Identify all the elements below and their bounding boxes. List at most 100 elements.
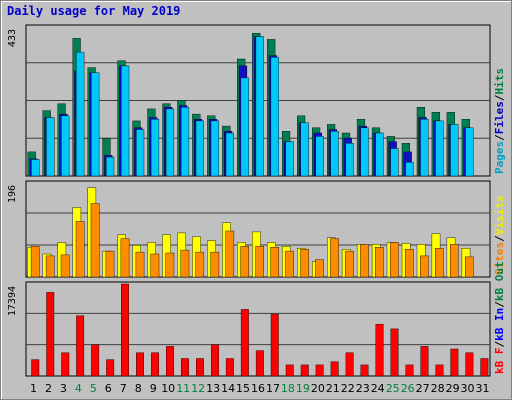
x-axis-day-label: 25: [386, 382, 400, 395]
bar-pages: [435, 120, 444, 177]
bar-sites: [330, 238, 339, 278]
bar-pages: [135, 129, 145, 177]
bar-kb-f: [390, 328, 399, 377]
bar-kb-f: [180, 358, 189, 377]
bar-sites: [60, 254, 70, 278]
x-axis-day-label: 8: [135, 382, 142, 395]
bar-pages: [465, 127, 474, 177]
legend-kbytes: kB F/kB In/kB Out: [493, 261, 506, 374]
bar-pages: [91, 72, 100, 177]
bar-pages: [225, 132, 235, 177]
x-axis-day-label: 17: [266, 382, 280, 395]
bar-pages: [375, 132, 384, 177]
bar-sites: [120, 238, 130, 278]
y-axis-max-label: 196: [7, 185, 18, 203]
bar-pages: [285, 141, 294, 177]
bar-pages: [390, 148, 399, 177]
y-axis-max-label: 433: [7, 29, 18, 47]
x-axis-day-label: 5: [90, 382, 97, 395]
x-axis-day-label: 7: [120, 382, 127, 395]
bar-pages: [46, 117, 55, 177]
bar-sites: [405, 248, 414, 278]
x-axis-day-label: 26: [401, 382, 415, 395]
bar-kb-f: [210, 344, 219, 377]
bar-pages: [105, 156, 115, 177]
bar-sites: [195, 251, 205, 278]
x-axis-day-label: 1: [30, 382, 37, 395]
x-axis-day-label: 28: [431, 382, 445, 395]
x-axis-day-label: 29: [446, 382, 460, 395]
bar-kb-f: [91, 344, 100, 377]
bar-kb-f: [405, 364, 414, 377]
bar-kb-f: [345, 352, 354, 377]
bar-sites: [435, 247, 444, 278]
bar-sites: [390, 242, 399, 278]
x-axis-day-label: 11: [176, 382, 190, 395]
bar-kb-f: [106, 359, 115, 377]
bar-pages: [180, 106, 190, 177]
bar-pages: [31, 159, 40, 177]
bar-kb-f: [46, 292, 55, 377]
bar-kb-f: [121, 283, 130, 377]
x-axis-day-label: 12: [191, 382, 205, 395]
bar-pages: [195, 120, 205, 177]
legend-visits-sites: Sites/Visits: [493, 196, 506, 276]
legend-item: Hits: [493, 68, 506, 95]
bar-kb-f: [360, 364, 369, 377]
bar-kb-f: [195, 358, 204, 377]
bar-sites: [315, 259, 324, 278]
bar-sites: [360, 244, 369, 278]
bar-pages: [61, 115, 70, 177]
x-axis-day-label: 14: [221, 382, 235, 395]
legend-item: Visits: [493, 196, 506, 236]
bar-pages: [405, 161, 414, 177]
bar-sites: [210, 251, 220, 278]
bar-pages: [450, 124, 459, 177]
bar-sites: [150, 253, 160, 278]
bar-pages: [345, 143, 354, 177]
bar-pages: [300, 122, 309, 177]
bar-kb-f: [480, 358, 489, 377]
legend-item: kB F: [493, 348, 506, 375]
bar-pages: [315, 136, 324, 177]
bar-kb-f: [465, 352, 474, 377]
bar-kb-f: [225, 358, 234, 377]
bar-pages: [240, 77, 249, 177]
bar-kb-f: [435, 364, 444, 377]
bar-sites: [180, 249, 190, 278]
bar-kb-f: [420, 346, 429, 377]
bar-sites: [165, 252, 175, 278]
bar-kb-f: [270, 313, 279, 377]
bar-pages: [76, 51, 85, 177]
x-axis-day-label: 4: [75, 382, 82, 395]
x-axis-day-label: 21: [326, 382, 340, 395]
legend-hits-files-pages: Pages/Files/Hits: [493, 68, 506, 174]
x-axis-day-label: 10: [161, 382, 175, 395]
bar-kb-f: [450, 348, 459, 377]
bar-sites: [105, 250, 115, 278]
bar-sites: [90, 203, 100, 278]
graph-title: Daily usage for May 2019: [7, 4, 181, 18]
bar-kb-f: [165, 346, 174, 377]
legend-item: Files: [493, 101, 506, 134]
bar-kb-f: [31, 359, 40, 377]
x-axis-day-label: 3: [60, 382, 67, 395]
x-axis-day-label: 2: [45, 382, 52, 395]
bar-kb-f: [285, 364, 294, 377]
x-axis-day-label: 22: [341, 382, 355, 395]
x-axis-day-label: 30: [461, 382, 475, 395]
bar-kb-f: [61, 352, 70, 377]
bar-pages: [255, 36, 264, 177]
bar-pages: [420, 118, 429, 177]
bar-kb-f: [315, 364, 324, 377]
bar-kb-f: [76, 315, 85, 377]
x-axis-day-label: 18: [281, 382, 295, 395]
legend-item: kB In: [493, 308, 506, 341]
x-axis-day-label: 9: [150, 382, 157, 395]
bar-pages: [270, 57, 279, 177]
bar-kb-f: [240, 309, 249, 377]
bar-sites: [45, 255, 55, 278]
bar-sites: [75, 221, 85, 278]
legend-item: kB Out: [493, 261, 506, 301]
